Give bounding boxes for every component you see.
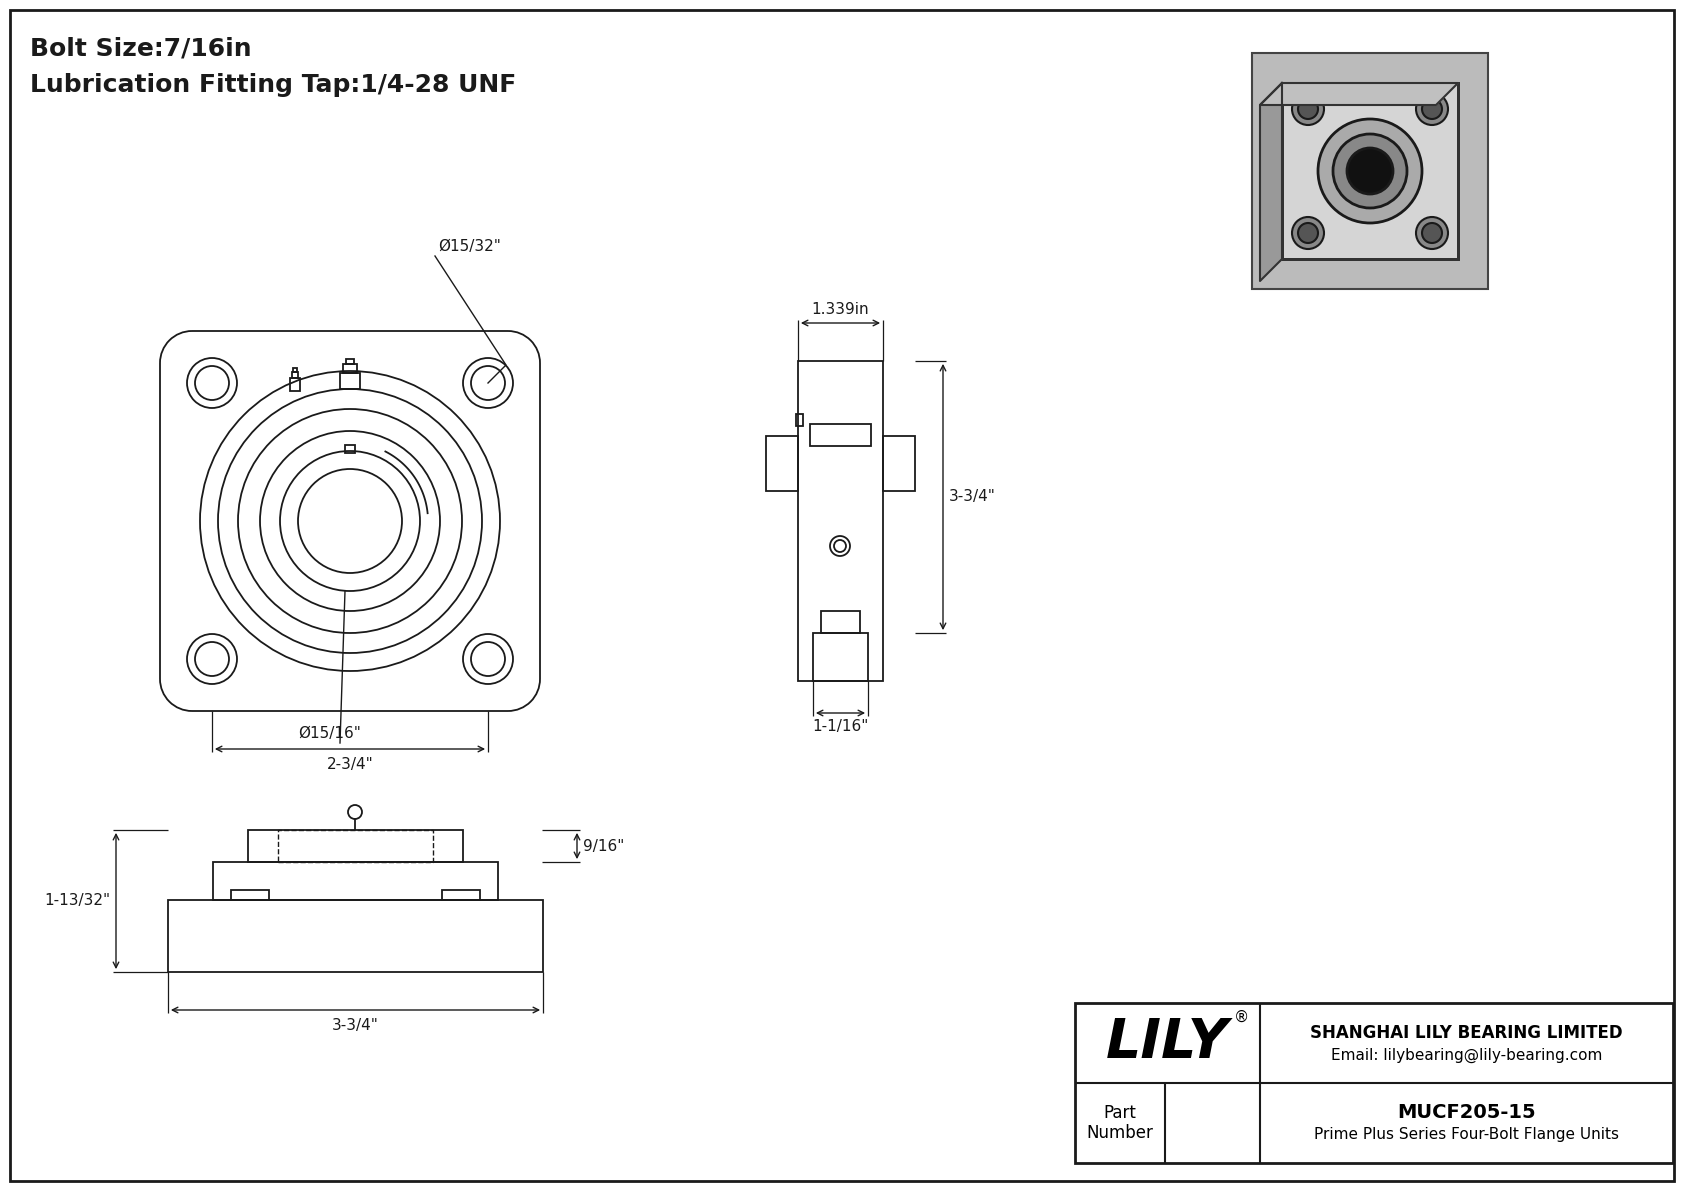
Circle shape [1298,223,1319,243]
Bar [1251,54,1489,289]
Text: SHANGHAI LILY BEARING LIMITED: SHANGHAI LILY BEARING LIMITED [1310,1024,1623,1042]
Circle shape [1421,223,1442,243]
Bar [278,830,433,862]
Bar [810,424,871,445]
Polygon shape [1260,83,1458,105]
Circle shape [1298,99,1319,119]
Bar [813,632,867,681]
Bar [168,900,542,972]
Text: 9/16": 9/16" [583,838,625,854]
Circle shape [1292,93,1324,125]
Bar [798,361,882,681]
Bar [1282,83,1458,258]
Bar [248,830,463,862]
Circle shape [1334,135,1408,208]
Bar [290,378,300,391]
Bar [1074,1003,1672,1162]
Bar [345,358,354,364]
Polygon shape [1260,83,1282,281]
Bar [340,373,360,389]
Bar [882,436,914,491]
Circle shape [1347,148,1393,194]
Circle shape [1292,217,1324,249]
Text: 2-3/4": 2-3/4" [327,757,374,772]
Text: 1.339in: 1.339in [812,303,869,317]
Bar [231,890,269,900]
Text: Bolt Size:7/16in: Bolt Size:7/16in [30,36,251,60]
Bar [766,436,798,491]
Text: MUCF205-15: MUCF205-15 [1398,1104,1536,1122]
Bar [291,372,298,378]
Text: Ø15/16": Ø15/16" [298,727,362,741]
Text: Ø15/32": Ø15/32" [438,239,500,254]
Bar [293,368,296,372]
Bar [344,364,357,373]
Circle shape [1421,99,1442,119]
Text: Part
Number: Part Number [1086,1104,1154,1142]
Text: 1-1/16": 1-1/16" [812,719,869,734]
Bar [212,862,498,900]
Circle shape [1416,217,1448,249]
Bar [1282,83,1458,258]
Text: Prime Plus Series Four-Bolt Flange Units: Prime Plus Series Four-Bolt Flange Units [1314,1128,1618,1142]
Text: 1-13/32": 1-13/32" [44,893,109,909]
Text: LILY: LILY [1106,1016,1229,1070]
Text: Email: lilybearing@lily-bearing.com: Email: lilybearing@lily-bearing.com [1330,1047,1601,1062]
Circle shape [1416,93,1448,125]
Bar [797,414,803,426]
Text: 3-3/4": 3-3/4" [950,490,995,505]
Bar [345,445,355,453]
Bar [822,611,861,632]
Text: Lubrication Fitting Tap:1/4-28 UNF: Lubrication Fitting Tap:1/4-28 UNF [30,73,517,96]
Text: 3-3/4": 3-3/4" [332,1018,379,1033]
Text: ®: ® [1234,1010,1250,1024]
Bar [441,890,480,900]
Circle shape [1319,119,1421,223]
